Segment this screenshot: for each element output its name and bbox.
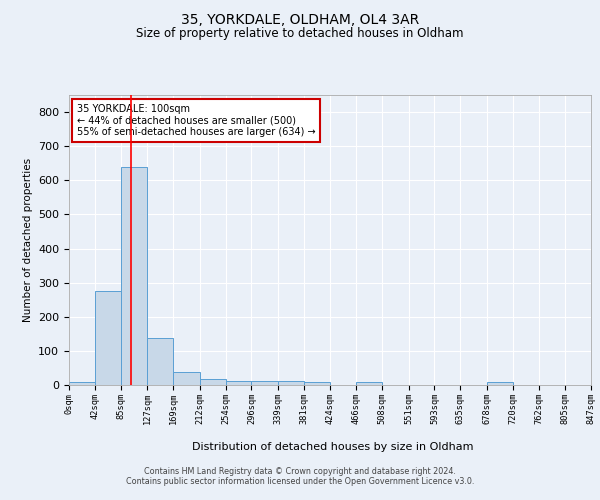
Bar <box>95 291 121 385</box>
Text: Size of property relative to detached houses in Oldham: Size of property relative to detached ho… <box>136 28 464 40</box>
Y-axis label: Number of detached properties: Number of detached properties <box>23 158 32 322</box>
Text: Contains public sector information licensed under the Open Government Licence v3: Contains public sector information licen… <box>126 477 474 486</box>
Text: 35, YORKDALE, OLDHAM, OL4 3AR: 35, YORKDALE, OLDHAM, OL4 3AR <box>181 12 419 26</box>
Bar <box>121 166 147 385</box>
Bar <box>356 382 382 385</box>
Bar <box>487 382 513 385</box>
Text: 35 YORKDALE: 100sqm
← 44% of detached houses are smaller (500)
55% of semi-detac: 35 YORKDALE: 100sqm ← 44% of detached ho… <box>77 104 316 137</box>
Bar <box>147 338 173 385</box>
Bar <box>173 372 200 385</box>
Text: Contains HM Land Registry data © Crown copyright and database right 2024.: Contains HM Land Registry data © Crown c… <box>144 467 456 476</box>
Bar <box>304 382 331 385</box>
Text: Distribution of detached houses by size in Oldham: Distribution of detached houses by size … <box>192 442 474 452</box>
Bar <box>278 381 304 385</box>
Bar <box>200 379 226 385</box>
Bar <box>69 382 95 385</box>
Bar <box>251 381 278 385</box>
Bar <box>226 381 251 385</box>
